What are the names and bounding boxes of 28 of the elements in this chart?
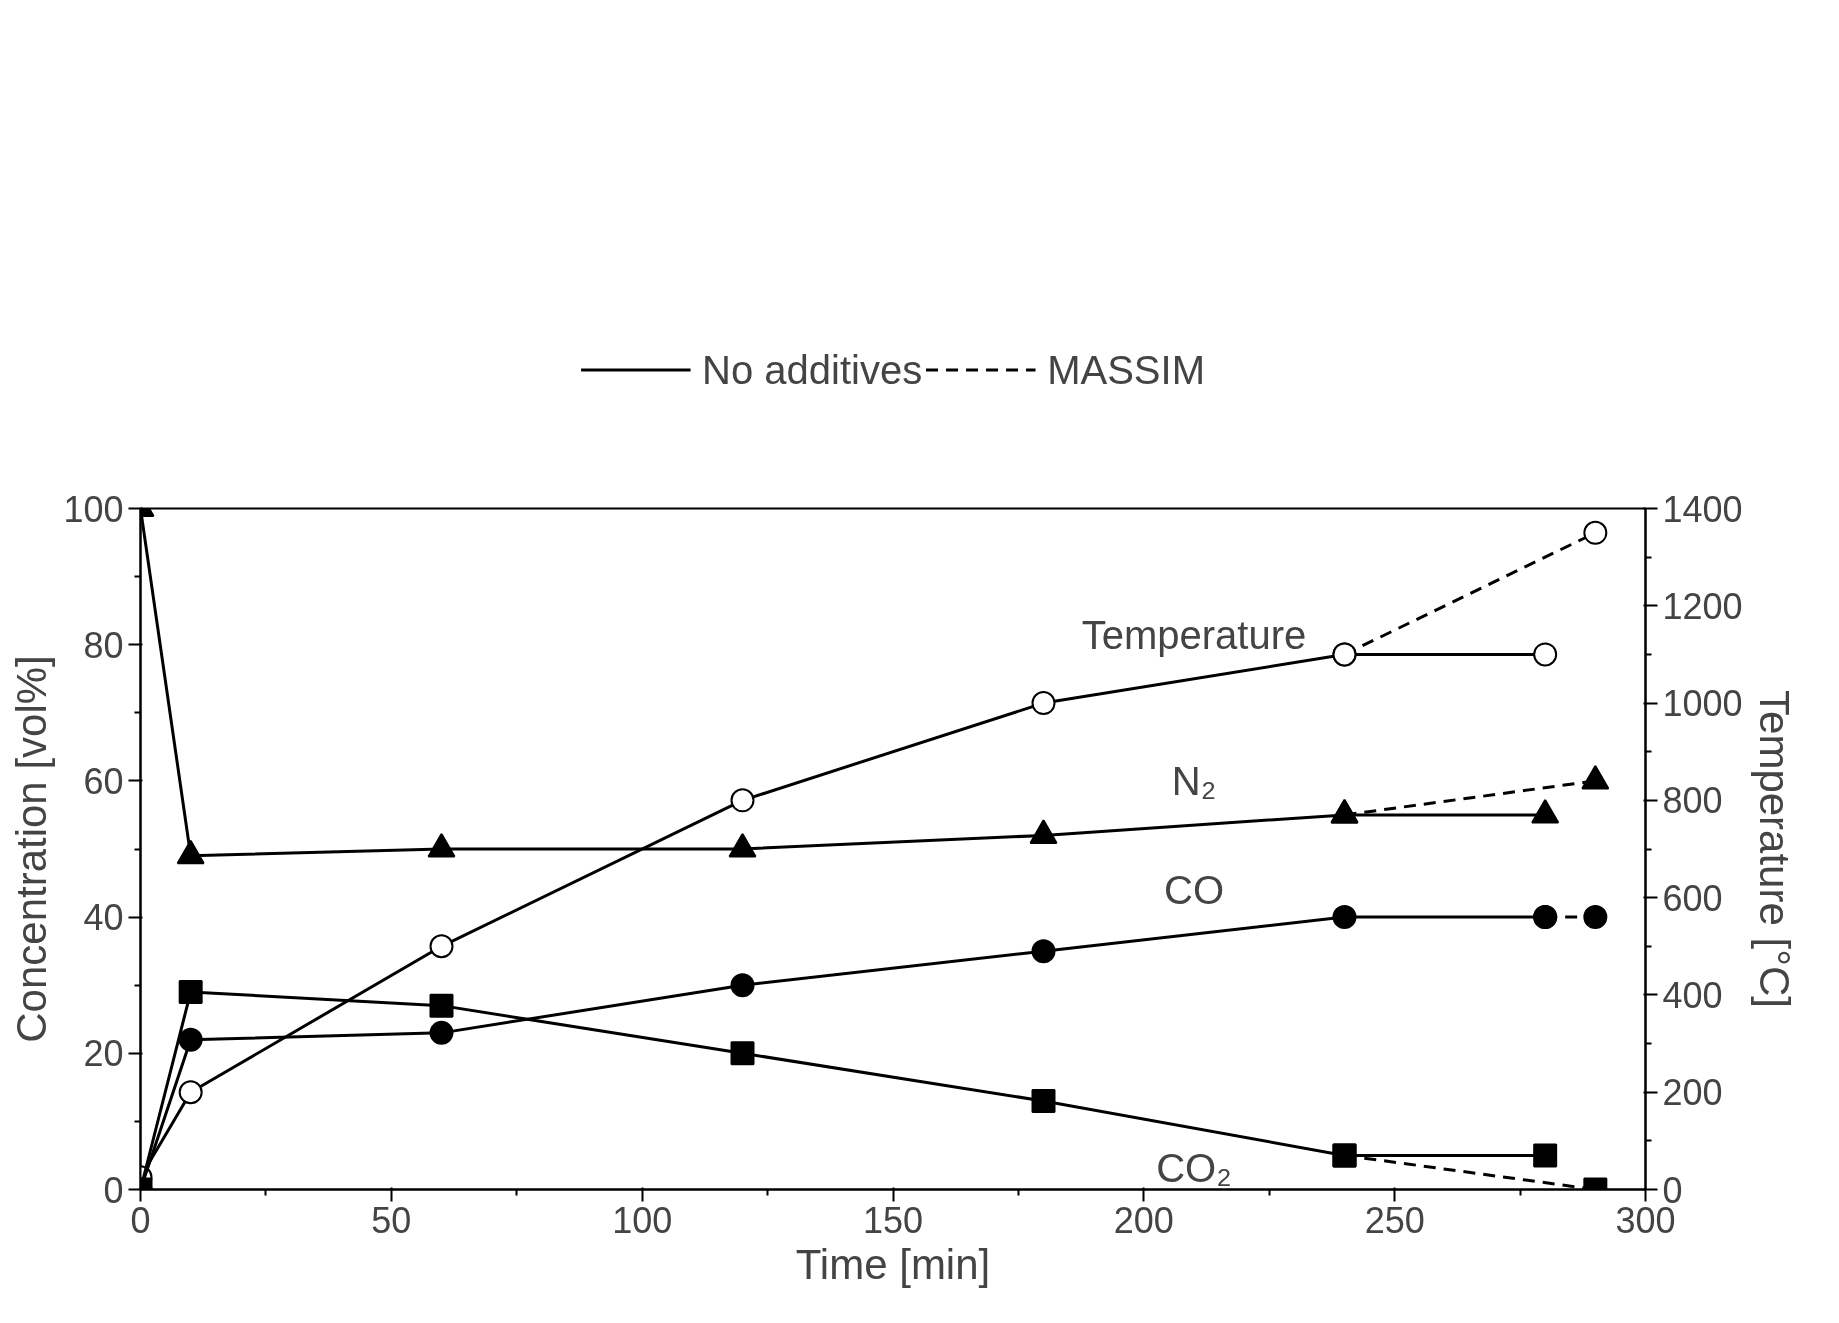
y2-tick-label: 1400 — [1662, 488, 1743, 530]
x-tick-label: 100 — [612, 1199, 673, 1241]
y-tick-label: 40 — [83, 897, 124, 939]
y2-tick-label: 600 — [1662, 877, 1723, 919]
annotation: CO — [1164, 868, 1224, 913]
y-tick-label: 0 — [103, 1169, 124, 1211]
y-axis-title: Concentration [vol%] — [8, 655, 56, 1043]
x-tick-label: 150 — [862, 1199, 924, 1241]
y2-axis-title: Temperature [°C] — [1750, 690, 1798, 1008]
y2-tick-label: 1200 — [1662, 585, 1743, 627]
y2-tick-label: 200 — [1662, 1072, 1723, 1114]
x-tick-label: 200 — [1113, 1199, 1174, 1241]
legend-label: MASSIM — [1047, 347, 1205, 393]
annotation: Temperature — [1081, 612, 1307, 657]
y-tick-label: 20 — [83, 1033, 124, 1075]
legend-label: No additives — [702, 347, 923, 393]
x-tick-label: 0 — [130, 1199, 151, 1241]
annotation: N₂ — [1171, 759, 1217, 804]
y-tick-label: 100 — [63, 488, 124, 530]
annotation: CO₂ — [1156, 1146, 1232, 1191]
y2-tick-label: 1000 — [1662, 683, 1743, 725]
y-tick-label: 60 — [83, 760, 124, 802]
x-axis-title: Time [min] — [795, 1240, 991, 1288]
y2-tick-label: 400 — [1662, 974, 1723, 1016]
y2-tick-label: 800 — [1662, 780, 1723, 822]
y-tick-label: 80 — [83, 624, 124, 666]
x-tick-label: 250 — [1364, 1199, 1425, 1241]
x-tick-label: 50 — [371, 1199, 412, 1241]
